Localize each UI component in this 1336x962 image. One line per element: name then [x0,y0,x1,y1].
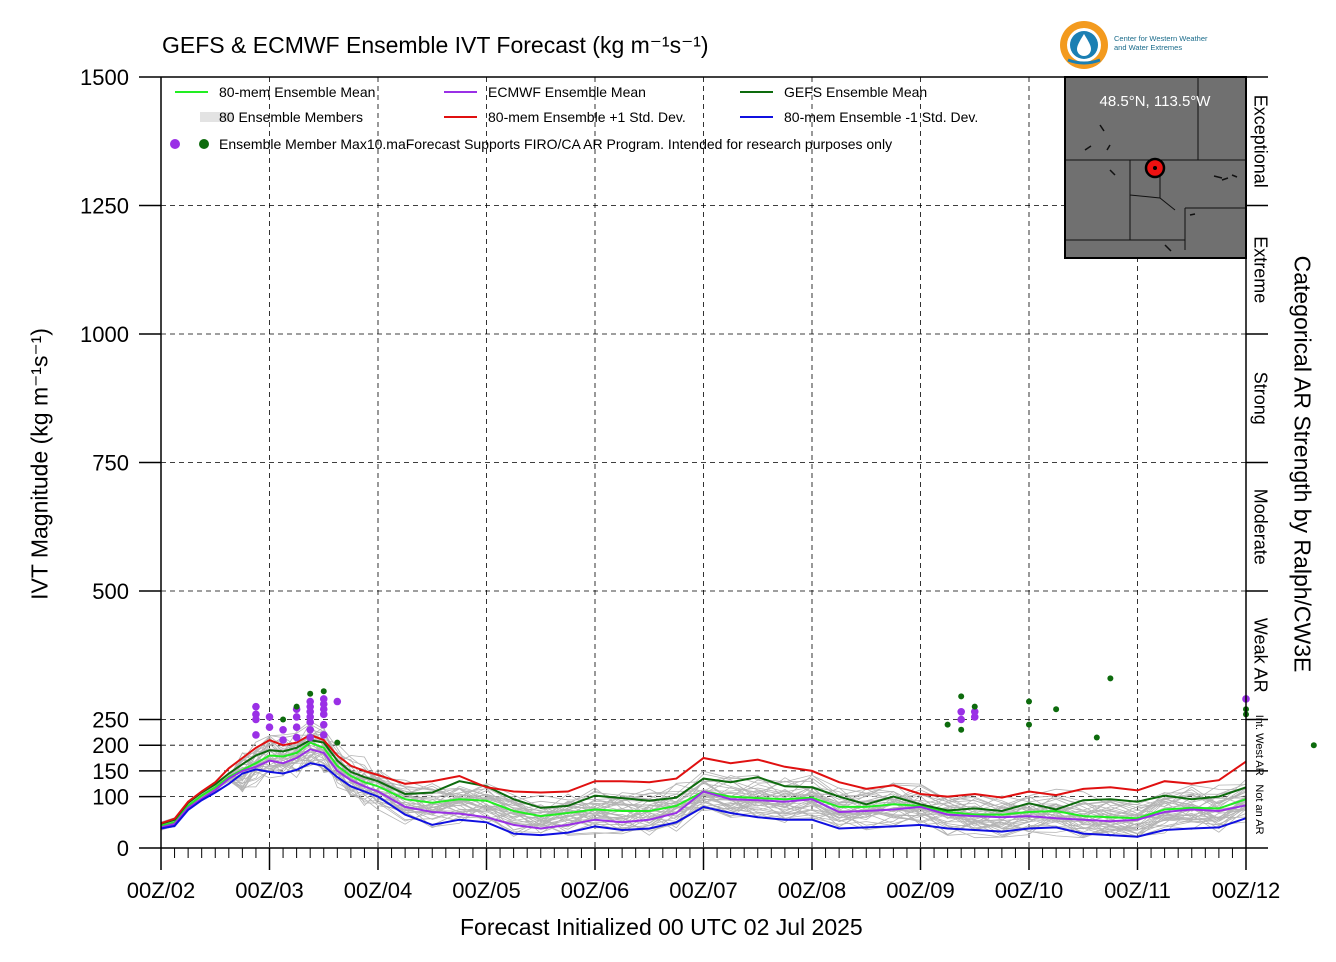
member-max-point [333,697,342,706]
member-max-point [279,725,287,734]
member-max-point [971,703,978,710]
legend-label: 80-mem Ensemble -1 Std. Dev. [784,109,978,125]
x-tick-label: 00Z/03 [235,878,304,903]
x-tick-label: 00Z/10 [995,878,1064,903]
member-max-point [334,739,341,746]
x-tick-label: 00Z/04 [344,878,413,903]
member-max-point [306,697,314,706]
x-axis-label: Forecast Initialized 00 UTC 02 Jul 2025 [460,914,863,940]
location-marker-center [1153,166,1157,170]
member-max-point [293,703,300,710]
logo-line-1: Center for Western Weather [1114,34,1208,43]
series-gefs-ensemble-mean [160,739,1247,825]
y-tick-label: 200 [92,733,129,758]
series-80-mem-ensemble-1-std-dev- [160,733,1247,825]
member-max-point [292,723,301,732]
y-tick-label: 750 [92,451,129,476]
y-tick-label: 1000 [80,322,129,347]
logo-text: Center for Western Weather and Water Ext… [1114,34,1254,52]
y-tick-label: 150 [92,759,129,784]
y-axis-label: IVT Magnitude (kg m⁻¹s⁻¹) [26,328,53,600]
member-max-point [319,695,328,703]
member-max-point [279,736,287,744]
member-max-point [1310,742,1317,749]
legend-label: 80-mem Ensemble +1 Std. Dev. [488,109,686,125]
member-max-point [1093,734,1100,741]
map-lakes [1084,124,1238,252]
category-label: Not an AR [1253,784,1265,834]
member-max-point [320,688,327,695]
member-max-point [265,723,274,732]
member-max-point [252,731,260,739]
location-map-inset: 48.5°N, 113.5°W [1064,76,1247,259]
x-tick-label: 00Z/07 [669,878,738,903]
member-max-point [306,733,314,742]
member-max-point [958,726,965,733]
x-tick-label: 00Z/02 [127,878,196,903]
ensemble-member-line [160,750,1247,836]
member-max-point [280,716,287,723]
cw3e-logo: Center for Western Weather and Water Ext… [1058,20,1258,70]
legend-label: ECMWF Ensemble Mean [488,84,646,100]
cw3e-logo-icon [1060,21,1108,69]
member-max-point [307,690,314,697]
right-axis-label: Categorical AR Strength by Ralph/CW3E [1289,255,1316,673]
chart-title: GEFS & ECMWF Ensemble IVT Forecast (kg m… [162,32,709,58]
member-max-point [265,713,274,721]
y-tick-label: 0 [117,836,129,861]
member-max-point [957,707,965,716]
member-max-point [319,720,328,729]
member-max-point [292,733,301,742]
member-max-point [1026,698,1032,705]
legend-label: Ensemble Member Max10.maForecast Support… [219,136,892,152]
member-max-point [252,710,260,719]
series-ecmwf-ensemble-mean [160,748,1247,830]
member-max-point [319,731,328,739]
location-label: 48.5°N, 113.5°W [1100,93,1212,110]
series-lines [160,733,1247,838]
member-max-point [1053,706,1060,713]
member-max-points [252,675,1317,749]
x-tick-label: 00Z/06 [561,878,630,903]
y-tick-label: 100 [92,785,129,810]
ensemble-member-line [160,732,1247,825]
member-max-point [957,715,965,724]
member-max-point [1107,675,1114,682]
member-max-point [306,725,314,734]
category-label: Extreme [1250,236,1270,303]
y-tick-label: 250 [92,708,129,733]
member-max-point [970,707,979,716]
x-tick-label: 00Z/08 [778,878,847,903]
y-tick-label: 1500 [80,65,129,90]
ensemble-member-line [160,726,1247,829]
logo-line-2: and Water Extremes [1114,43,1183,52]
y-tick-label: 1250 [80,194,129,219]
legend-label: 80-mem Ensemble Mean [219,84,375,100]
x-tick-label: 00Z/09 [886,878,955,903]
ensemble-member-line [160,720,1247,825]
member-max-point [944,721,951,728]
member-max-point [1026,721,1032,728]
category-label: Exceptional [1250,95,1270,188]
series-80-mem-ensemble-1-std-dev- [160,762,1247,838]
legend: 80-mem Ensemble Mean ECMWF Ensemble Mean G… [170,84,978,152]
category-label: Strong [1250,372,1270,425]
x-tick-label: 00Z/12 [1212,878,1281,903]
legend-label: 80 Ensemble Members [219,109,363,125]
y-tick-label: 500 [92,579,129,604]
member-max-point [958,693,965,700]
legend-dot [199,139,209,149]
x-tick-label: 00Z/05 [452,878,521,903]
legend-dot [170,139,180,149]
category-label: Weak AR [1250,618,1270,693]
category-label: Int. West AR [1253,715,1265,776]
x-tick-label: 00Z/11 [1104,878,1171,903]
series-80-mem-ensemble-mean [160,741,1247,827]
member-max-point [292,713,301,721]
ensemble-member-line [160,738,1247,824]
member-max-point [252,702,260,711]
legend-label: GEFS Ensemble Mean [784,84,927,100]
category-label: Moderate [1250,489,1270,565]
